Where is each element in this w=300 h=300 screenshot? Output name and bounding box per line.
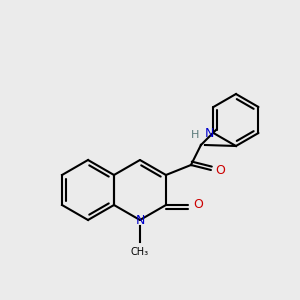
Text: CH₃: CH₃ (131, 247, 149, 257)
Text: O: O (193, 199, 203, 212)
Text: O: O (215, 164, 225, 176)
Text: N: N (135, 214, 145, 226)
Text: N: N (205, 127, 214, 140)
Text: H: H (190, 130, 199, 140)
